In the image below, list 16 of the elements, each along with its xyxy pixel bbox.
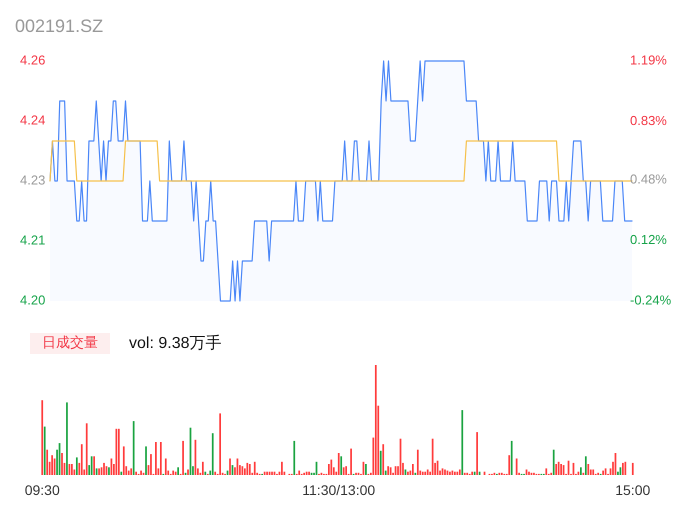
x-tick-label: 09:30 [24,482,60,498]
x-tick-label: 11:30/13:00 [302,482,376,498]
y2-tick-label: 0.83% [630,112,668,128]
chart-title: 002191.SZ [15,16,104,36]
y-tick-label: 4.20 [20,292,46,308]
y2-tick-label: 1.19% [630,52,668,68]
y2-tick-label: 0.48% [630,172,668,187]
y-tick-label: 4.23 [20,172,46,188]
chart-title: 日成交量 [42,334,98,350]
text: vol: 9.38万手 [129,334,222,352]
y2-tick-label: 0.12% [630,232,668,248]
y2-tick-label: -0.24% [630,292,672,308]
y-tick-label: 4.26 [20,52,46,68]
x-tick-label: 15:00 [615,482,650,498]
y-tick-label: 4.21 [20,232,46,248]
y-tick-label: 4.24 [20,112,46,128]
